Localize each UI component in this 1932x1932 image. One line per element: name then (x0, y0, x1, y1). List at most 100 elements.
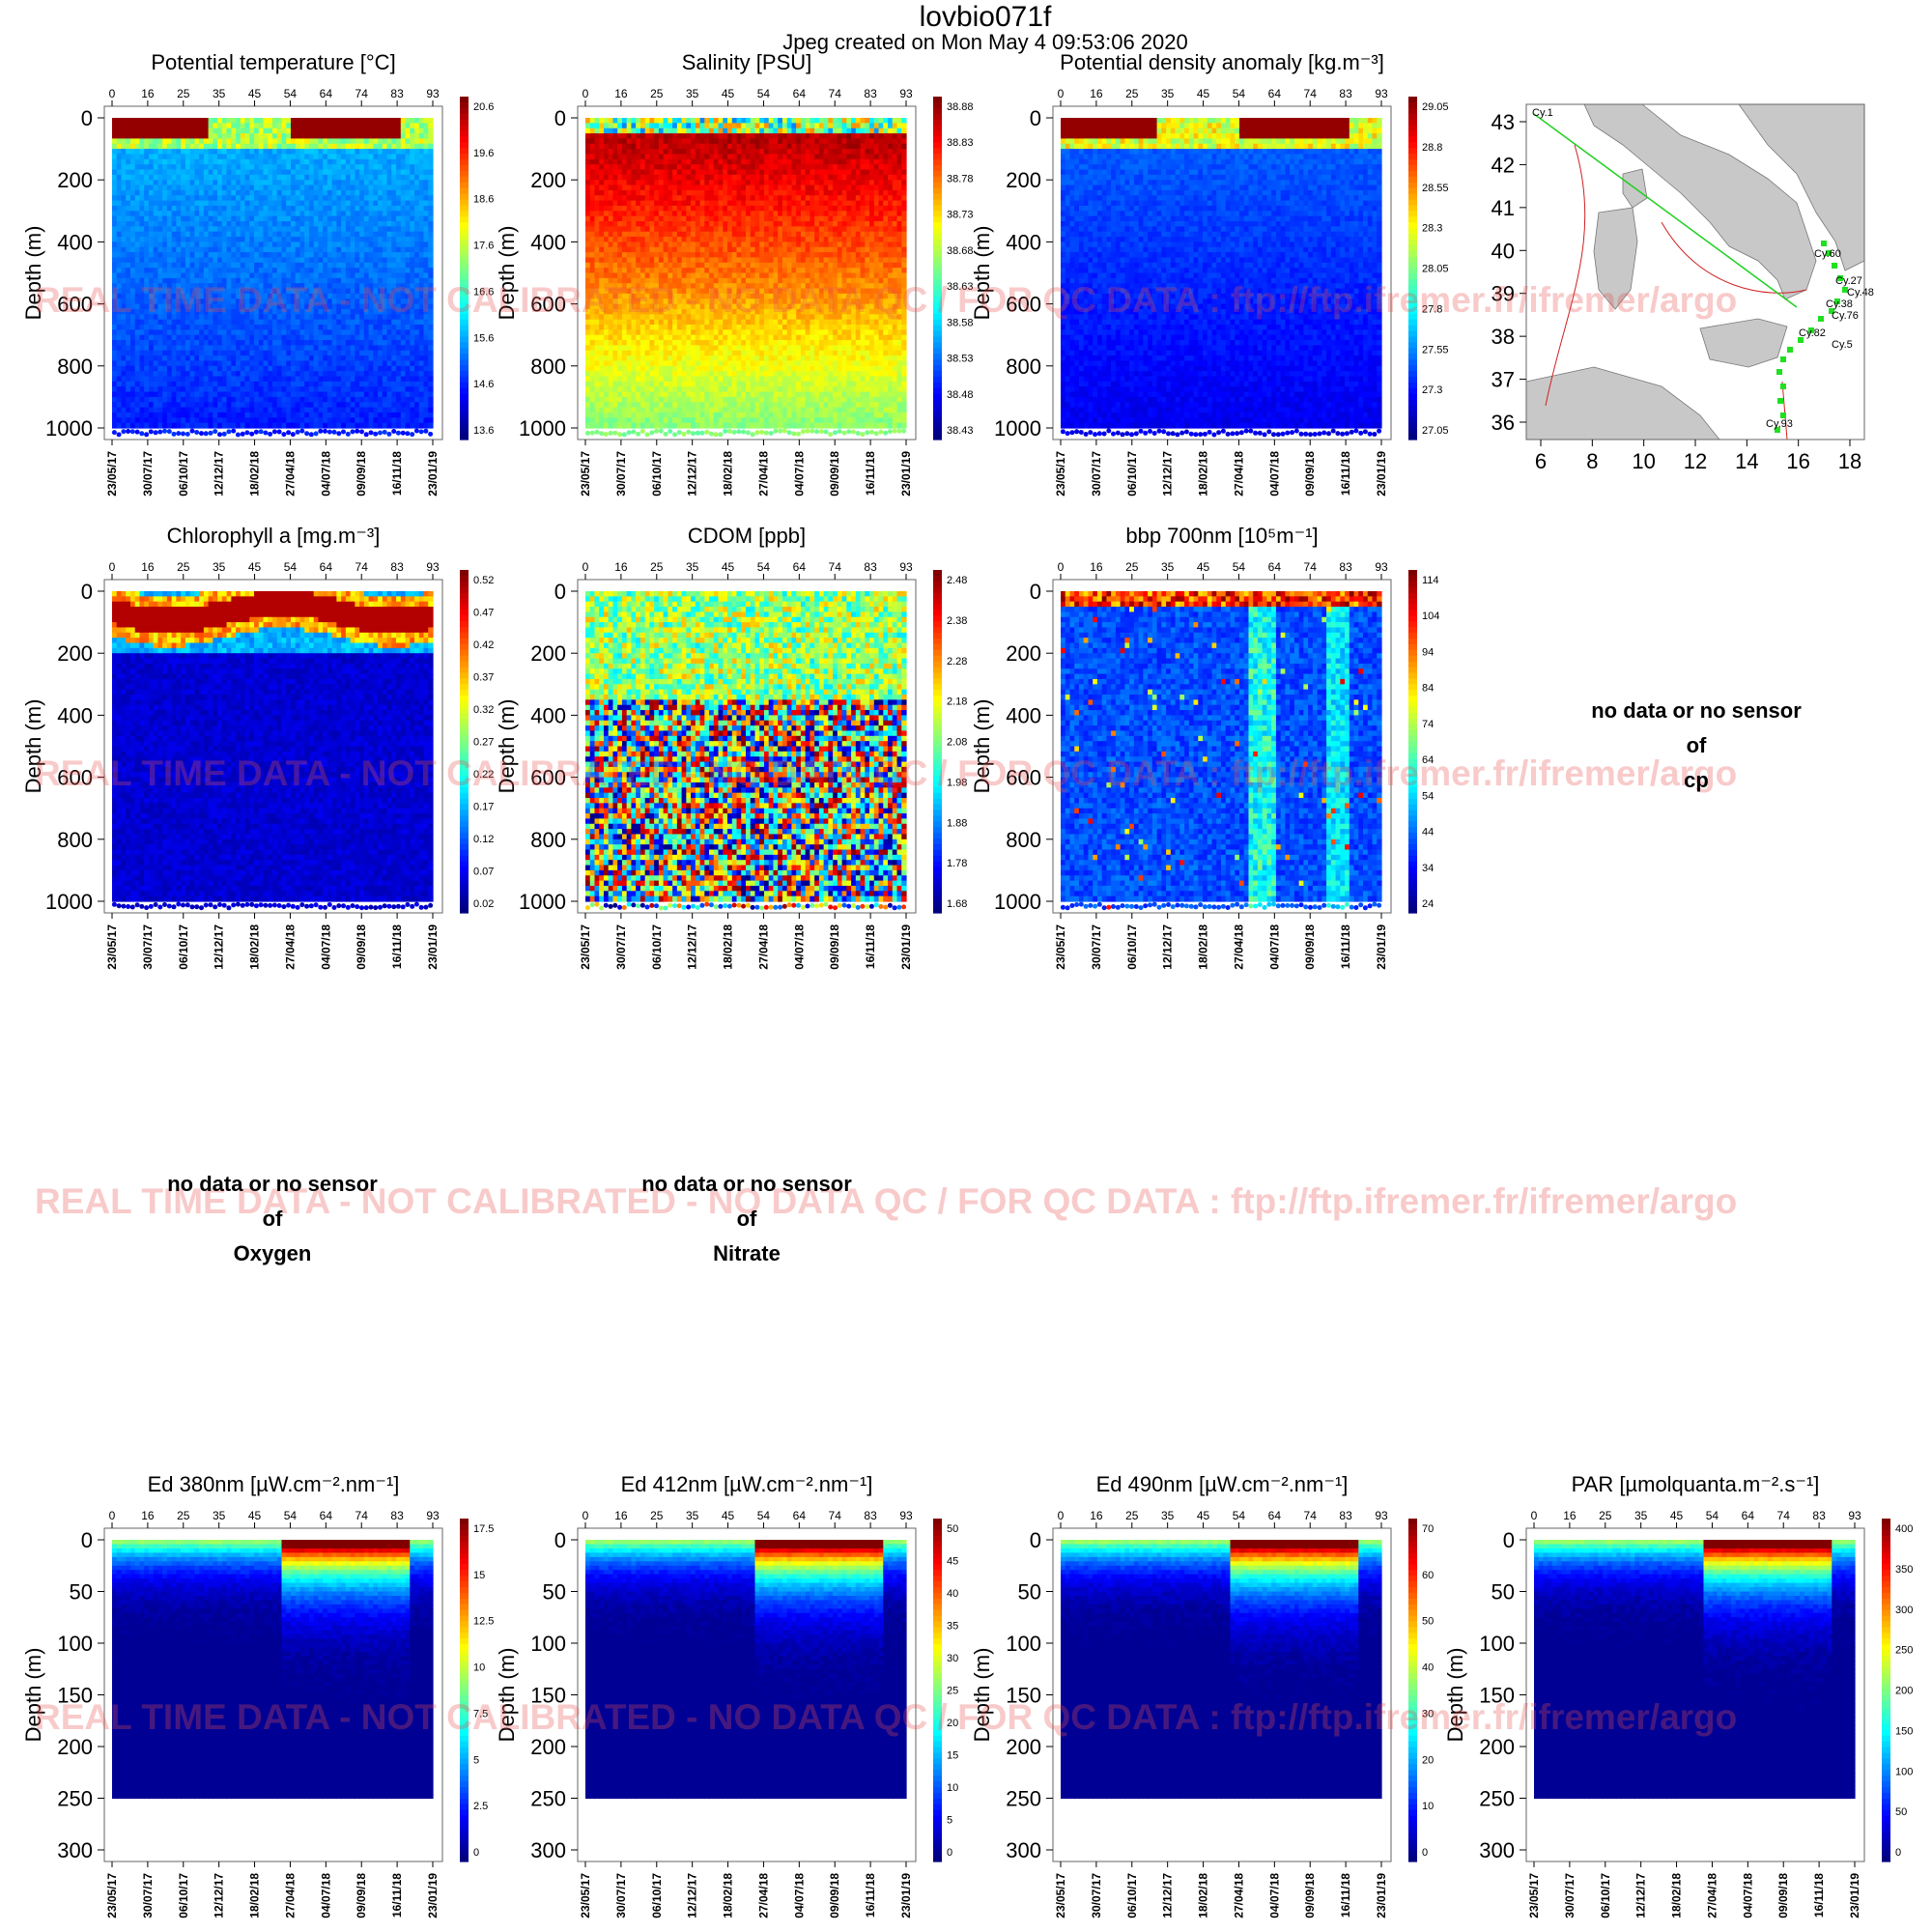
heatmap-cell (144, 144, 149, 150)
heatmap-cell (121, 268, 126, 273)
heatmap-cell (213, 351, 217, 356)
heatmap-cell (157, 221, 162, 227)
heatmap-cell (157, 314, 162, 320)
heatmap-cell (209, 360, 213, 366)
heatmap-cell (217, 397, 222, 403)
heatmap-cell (241, 128, 245, 134)
heatmap-cell (149, 154, 154, 159)
heatmap-cell (190, 118, 195, 124)
heatmap-cell (199, 304, 204, 310)
heatmap-cell (194, 309, 199, 315)
heatmap-cell (236, 408, 241, 413)
heatmap-cell (268, 278, 272, 284)
heatmap-cell (190, 138, 195, 144)
heatmap-cell (185, 123, 190, 128)
heatmap-cell (117, 144, 122, 150)
heatmap-cell (194, 408, 199, 413)
heatmap-cell (245, 118, 250, 124)
heatmap-cell (272, 190, 277, 196)
heatmap-cell (241, 268, 245, 273)
heatmap-cell (254, 185, 259, 191)
heatmap-cell (222, 133, 227, 139)
heatmap-cell (236, 154, 241, 159)
heatmap-cell (231, 268, 236, 273)
heatmap-cell (254, 309, 259, 315)
heatmap-cell (272, 309, 277, 315)
heatmap-cell (213, 335, 217, 341)
heatmap-cell (281, 170, 286, 176)
heatmap-cell (117, 408, 122, 413)
heatmap-cell (259, 278, 264, 284)
heatmap-cell (130, 118, 135, 124)
heatmap-cell (181, 417, 185, 423)
heatmap-cell (277, 417, 282, 423)
heatmap-cell (281, 408, 286, 413)
heatmap-cell (277, 412, 282, 418)
heatmap-cell (149, 118, 154, 124)
heatmap-cell (231, 397, 236, 403)
heatmap-cell (268, 366, 272, 372)
heatmap-cell (241, 345, 245, 351)
heatmap-cell (245, 226, 250, 232)
heatmap-cell (190, 195, 195, 201)
heatmap-cell (149, 278, 154, 284)
heatmap-cell (213, 257, 217, 263)
heatmap-cell (204, 351, 209, 356)
heatmap-cell (112, 185, 117, 191)
heatmap-cell (249, 371, 254, 377)
heatmap-cell (227, 351, 232, 356)
heatmap-cell (264, 149, 269, 155)
heatmap-cell (162, 325, 167, 330)
heatmap-cell (245, 289, 250, 295)
heatmap-cell (181, 180, 185, 185)
heatmap-cell (236, 216, 241, 222)
heatmap-cell (190, 226, 195, 232)
heatmap-cell (227, 159, 232, 165)
heatmap-cell (162, 377, 167, 383)
heatmap-cell (241, 232, 245, 238)
heatmap-cell (135, 180, 140, 185)
heatmap-cell (217, 159, 222, 165)
heatmap-cell (231, 144, 236, 150)
heatmap-cell (264, 221, 269, 227)
heatmap-cell (194, 386, 199, 392)
heatmap-cell (126, 138, 130, 144)
heatmap-cell (245, 309, 250, 315)
heatmap-cell (241, 242, 245, 247)
heatmap-cell (209, 366, 213, 372)
heatmap-cell (199, 128, 204, 134)
heatmap-cell (121, 263, 126, 269)
heatmap-cell (259, 195, 264, 201)
heatmap-cell (236, 423, 241, 429)
heatmap-cell (259, 247, 264, 253)
heatmap-cell (272, 423, 277, 429)
heatmap-cell (199, 320, 204, 326)
heatmap-cell (222, 185, 227, 191)
heatmap-cell (139, 263, 144, 269)
heatmap-cell (139, 144, 144, 150)
heatmap-cell (213, 164, 217, 170)
heatmap-cell (204, 309, 209, 315)
heatmap-cell (281, 423, 286, 429)
heatmap-cell (217, 175, 222, 181)
heatmap-cell (217, 185, 222, 191)
heatmap-cell (176, 340, 181, 346)
heatmap-cell (172, 366, 177, 372)
heatmap-cell (204, 144, 209, 150)
heatmap-cell (264, 232, 269, 238)
heatmap-cell (117, 386, 122, 392)
heatmap-cell (167, 345, 172, 351)
heatmap-cell (181, 289, 185, 295)
heatmap-cell (272, 226, 277, 232)
heatmap-cell (130, 268, 135, 273)
heatmap-cell (231, 392, 236, 398)
heatmap-cell (126, 252, 130, 258)
heatmap-cell (241, 159, 245, 165)
heatmap-cell (181, 386, 185, 392)
heatmap-cell (157, 298, 162, 304)
heatmap-cell (157, 195, 162, 201)
heatmap-cell (157, 232, 162, 238)
heatmap-cell (264, 237, 269, 242)
heatmap-cell (264, 180, 269, 185)
heatmap-cell (117, 149, 122, 155)
